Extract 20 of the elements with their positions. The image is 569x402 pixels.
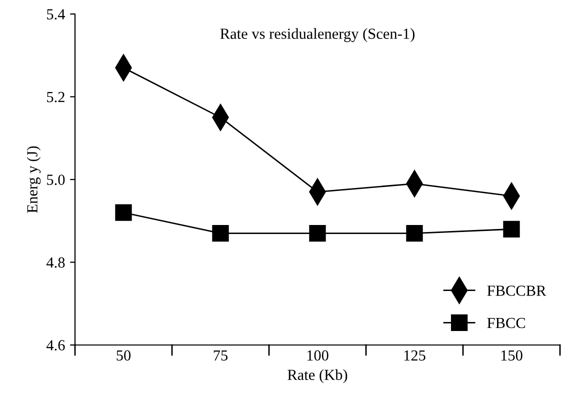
point [309, 224, 326, 242]
legend-label: FBCCBR [487, 286, 546, 296]
x-tick-label: 125 [404, 350, 426, 361]
y-tick-label: 5.4 [47, 9, 66, 20]
point [115, 204, 132, 221]
y-tick-label: 5.0 [47, 174, 65, 186]
x-tick-label: 50 [116, 350, 131, 361]
x-tick-label: 150 [501, 350, 522, 361]
legend-label: FBCC [487, 318, 526, 328]
point [406, 224, 423, 242]
y-tick-label: 4.8 [46, 257, 65, 268]
x-axis-title: Rate (Kb) [288, 369, 348, 384]
x-tick-label: 75 [214, 350, 228, 361]
point [503, 220, 520, 238]
x-tick-label: 100 [307, 350, 328, 361]
y-tick-label: 5.2 [47, 92, 64, 102]
y-axis-title: Energ y (J) [26, 146, 41, 213]
y-tick-label: 4.6 [46, 340, 65, 351]
point [212, 224, 229, 242]
text: Rate vs residualenergy (Scen-1) [220, 28, 414, 42]
